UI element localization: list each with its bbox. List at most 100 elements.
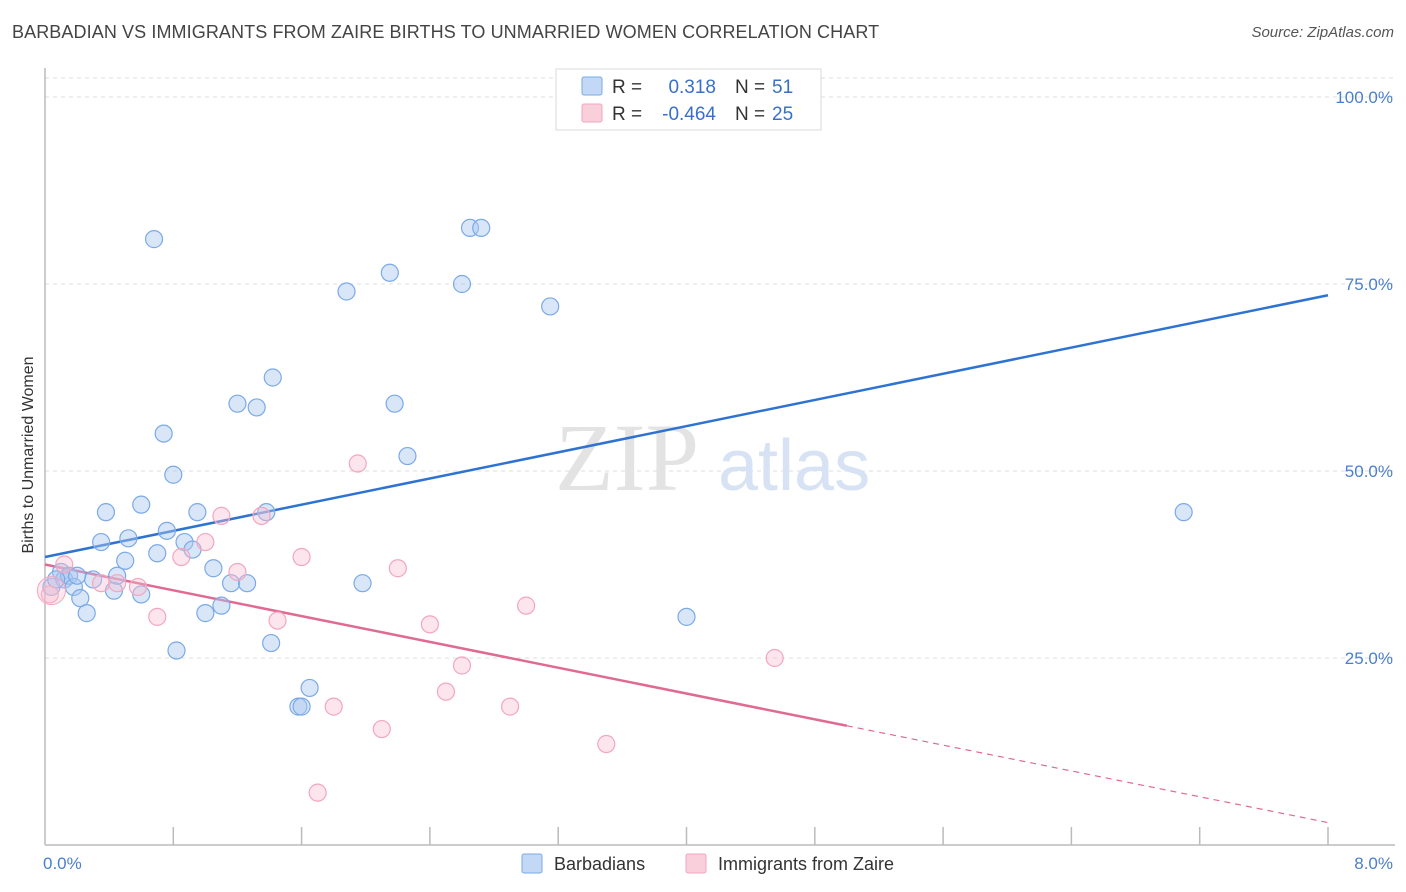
chart-title: BARBADIAN VS IMMIGRANTS FROM ZAIRE BIRTH… [12,22,880,42]
legend-n-label-1: N = [735,77,765,98]
point-zaire [148,607,167,626]
series-label-zaire: Immigrants from Zaire [718,854,894,874]
series-legend: Barbadians Immigrants from Zaire [521,853,894,874]
point-barbadians [541,297,560,316]
tick-labels: 25.0% 50.0% 75.0% 100.0% 0.0% 8.0% [43,88,1393,873]
point-cluster [36,576,66,606]
point-barbadians [221,574,241,593]
point-barbadians [144,230,164,249]
legend-n-value-2: 25 [772,104,793,125]
point-barbadians [132,495,151,514]
point-barbadians [47,570,66,589]
legend-r-label-1: R = [612,77,642,98]
point-barbadians [116,551,135,570]
trend-lines [44,293,1329,824]
point-barbadians [292,697,311,716]
trend-line-0 [44,293,1329,559]
point-zaire [252,506,271,525]
point-barbadians [677,607,696,626]
point-zaire [388,559,407,578]
watermark: ZIP atlas [555,404,870,511]
point-barbadians [108,566,127,585]
point-barbadians [385,394,404,413]
legend-swatch-zaire [581,103,603,123]
point-zaire [196,532,215,552]
x-tick-label-min: 0.0% [43,854,82,873]
point-barbadians [398,446,417,466]
point-zaire [436,682,456,701]
point-barbadians [92,532,111,552]
point-zaire [308,783,327,802]
point-zaire [212,506,231,525]
point-zaire [517,596,536,615]
point-zaire [55,555,74,574]
point-barbadians [167,641,186,660]
point-zaire [372,719,391,739]
source-credit: Source: ZipAtlas.com [1251,24,1394,41]
point-barbadians [1174,503,1193,522]
point-barbadians [337,282,356,301]
point-zaire [500,697,520,716]
series-label-barbadians: Barbadians [554,854,645,874]
watermark-atlas: atlas [718,426,870,506]
stats-legend: R = 0.318 N = 51 R = -0.464 N = 25 [555,68,822,131]
point-zaire [452,656,472,675]
y-tick-label: 25.0% [1345,649,1393,668]
point-barbadians [263,368,282,387]
point-zaire [92,574,111,593]
y-tick-label: 100.0% [1335,88,1393,107]
gridlines [45,77,1395,659]
point-zaire [348,454,367,473]
point-zaire [172,547,191,567]
point-zaire [597,734,616,754]
point-zaire [292,547,311,567]
point-zaire [420,615,439,634]
point-zaire [40,585,59,604]
legend-r-label-2: R = [612,104,642,125]
point-barbadians [247,398,266,417]
y-tick-label: 50.0% [1345,462,1393,481]
point-barbadians [164,465,183,484]
series-swatch-barbadians [521,853,543,874]
trend-line-1 [44,563,848,728]
point-zaire [228,562,247,582]
series-swatch-zaire [685,853,707,874]
x-tick-label-max: 8.0% [1354,854,1393,873]
point-barbadians [212,596,231,615]
point-barbadians [157,521,176,540]
legend-swatch-barbadians [581,76,603,96]
point-barbadians [77,604,96,623]
trend-line-extension-1 [846,725,1329,824]
point-barbadians [300,678,319,698]
point-barbadians [154,424,173,443]
point-zaire [128,577,148,597]
point-barbadians [196,604,215,623]
point-zaire [108,574,127,593]
y-axis-label: Births to Unmarried Women [20,356,37,553]
point-barbadians [228,394,247,413]
legend-r-value-1: 0.318 [668,77,716,98]
point-barbadians [452,274,472,294]
point-zaire [324,697,343,716]
point-barbadians [204,559,223,578]
y-tick-label: 75.0% [1345,275,1393,294]
point-barbadians [262,633,281,653]
point-barbadians [353,574,372,593]
point-barbadians [188,503,207,522]
point-barbadians [148,544,167,563]
data-points [36,218,1193,802]
point-zaire [765,648,784,668]
watermark-zip: ZIP [555,404,699,511]
point-barbadians [96,503,116,522]
axes [44,68,1395,846]
point-barbadians [472,218,491,237]
point-barbadians [71,589,90,608]
point-barbadians [380,263,399,282]
legend-r-value-2: -0.464 [662,104,716,125]
point-barbadians [119,529,138,548]
point-zaire [268,611,287,630]
legend-n-label-2: N = [735,104,765,125]
legend-n-value-1: 51 [772,77,793,98]
point-barbadians [67,566,87,585]
